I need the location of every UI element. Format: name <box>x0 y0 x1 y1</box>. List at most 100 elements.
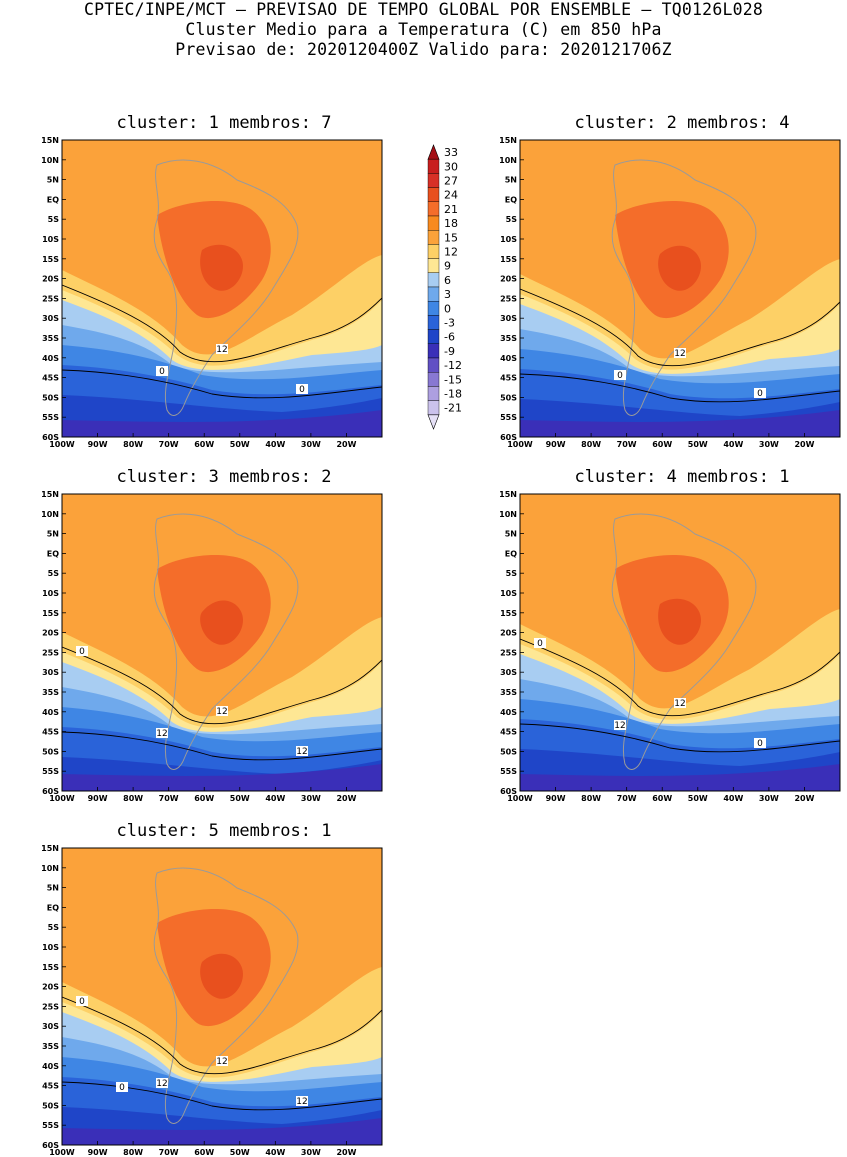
lat-label: 10S <box>42 943 59 952</box>
lat-label: 15S <box>500 255 517 264</box>
colorbar-swatch <box>427 173 440 188</box>
colorbar-label: 0 <box>444 302 451 315</box>
lat-label: 10N <box>499 156 517 165</box>
colorbar-label: 33 <box>444 146 458 159</box>
lat-label: 60S <box>500 787 517 796</box>
lat-label: 40S <box>500 708 517 717</box>
lon-label: 20W <box>336 1148 356 1157</box>
lon-label: 50W <box>230 794 250 803</box>
temperature-band <box>62 764 382 791</box>
contour-label: 12 <box>614 721 625 731</box>
lat-label: 10N <box>41 156 59 165</box>
lat-label: 30S <box>42 1022 59 1031</box>
map-frame <box>519 493 841 792</box>
lat-label: EQ <box>47 903 59 912</box>
contour-label: 12 <box>216 707 227 717</box>
contour-label-bg <box>116 1082 128 1092</box>
lat-label: 35S <box>500 688 517 697</box>
lat-label: 25S <box>42 1002 59 1011</box>
continent-outline <box>153 513 299 770</box>
lon-label: 100W <box>49 794 75 803</box>
lat-label: 60S <box>42 787 59 796</box>
continent-outline <box>153 867 299 1124</box>
lat-label: 5N <box>47 176 59 185</box>
colorbar-label: 12 <box>444 246 458 259</box>
lon-label: 70W <box>159 794 179 803</box>
lat-label: 5S <box>506 215 518 224</box>
lat-label: 20S <box>42 629 59 638</box>
lat-label: 50S <box>500 747 517 756</box>
lat-label: 60S <box>42 433 59 442</box>
map-frame <box>61 493 383 792</box>
colorbar-swatch <box>427 343 440 359</box>
colorbar-arrow-bottom <box>427 414 440 430</box>
colorbar-swatch <box>427 329 440 345</box>
lat-label: 30S <box>42 668 59 677</box>
contour-label: 12 <box>216 1057 227 1067</box>
lat-label: 55S <box>42 1121 59 1130</box>
lon-label: 80W <box>581 794 601 803</box>
colorbar-label: -12 <box>444 359 462 372</box>
lat-label: 15N <box>41 844 59 853</box>
contour-0 <box>520 723 840 753</box>
contour-label: 12 <box>156 1079 167 1089</box>
lon-label: 40W <box>723 440 743 449</box>
lon-label: 100W <box>507 440 533 449</box>
filled-contours <box>62 494 382 791</box>
lon-label: 40W <box>265 440 285 449</box>
contour-label: 12 <box>296 1097 307 1107</box>
filled-contours <box>520 494 840 791</box>
lat-label: 15N <box>499 490 517 499</box>
continent-outline <box>153 159 299 416</box>
colorbar-label: -6 <box>444 331 455 344</box>
header-subtitle: Cluster Medio para a Temperatura (C) em … <box>185 20 662 39</box>
colorbar-label: -9 <box>444 345 455 358</box>
lat-label: 5S <box>506 569 518 578</box>
contour-label: 12 <box>216 345 227 355</box>
contour-label-bg <box>674 348 686 358</box>
contour-12 <box>520 638 840 717</box>
colorbar-label: 3 <box>444 288 451 301</box>
lon-label: 60W <box>194 440 214 449</box>
contour-label-bg <box>216 1056 228 1066</box>
colorbar-label: -18 <box>444 388 462 401</box>
lon-label: 50W <box>230 440 250 449</box>
lat-label: EQ <box>505 195 517 204</box>
lat-label: 5S <box>48 923 60 932</box>
map-plot-area: 12 12 0 0 15N 10N 5N EQ 5S 10S 15S 20S 25S 30S 35S 40S 4… <box>499 490 841 803</box>
temperature-band <box>520 410 840 437</box>
lat-label: 45S <box>42 374 59 383</box>
lon-label: 70W <box>159 440 179 449</box>
colorbar-swatch <box>427 315 440 330</box>
lon-label: 60W <box>652 794 672 803</box>
lon-label: 80W <box>123 440 143 449</box>
colorbar-label: 21 <box>444 203 458 216</box>
lon-label: 20W <box>336 794 356 803</box>
temperature-band <box>658 598 701 645</box>
figure-header: CPTEC/INPE/MCT – PREVISAO DE TEMPO GLOBA… <box>0 0 847 60</box>
colorbar-swatch <box>427 300 440 316</box>
lat-label: 50S <box>42 393 59 402</box>
lat-label: 45S <box>42 728 59 737</box>
lat-label: 15N <box>41 490 59 499</box>
contour-label-bg <box>534 638 546 648</box>
contour-label-bg <box>754 738 766 748</box>
contour-12 <box>62 646 382 725</box>
lat-label: 5N <box>505 176 517 185</box>
colorbar-label: 6 <box>444 274 451 287</box>
lat-label: 20S <box>42 983 59 992</box>
lat-label: 10S <box>42 589 59 598</box>
lon-label: 70W <box>617 440 637 449</box>
contour-label: 0 <box>79 647 85 657</box>
map-frame <box>61 847 383 1146</box>
lon-label: 30W <box>759 440 779 449</box>
lat-label: 40S <box>42 354 59 363</box>
lon-label: 50W <box>230 1148 250 1157</box>
lat-label: 55S <box>500 413 517 422</box>
colorbar-swatch <box>427 258 440 273</box>
continent-outline <box>611 513 757 770</box>
lon-label: 90W <box>88 794 108 803</box>
lon-label: 70W <box>159 1148 179 1157</box>
lon-label: 50W <box>688 440 708 449</box>
contour-label: 0 <box>757 389 763 399</box>
